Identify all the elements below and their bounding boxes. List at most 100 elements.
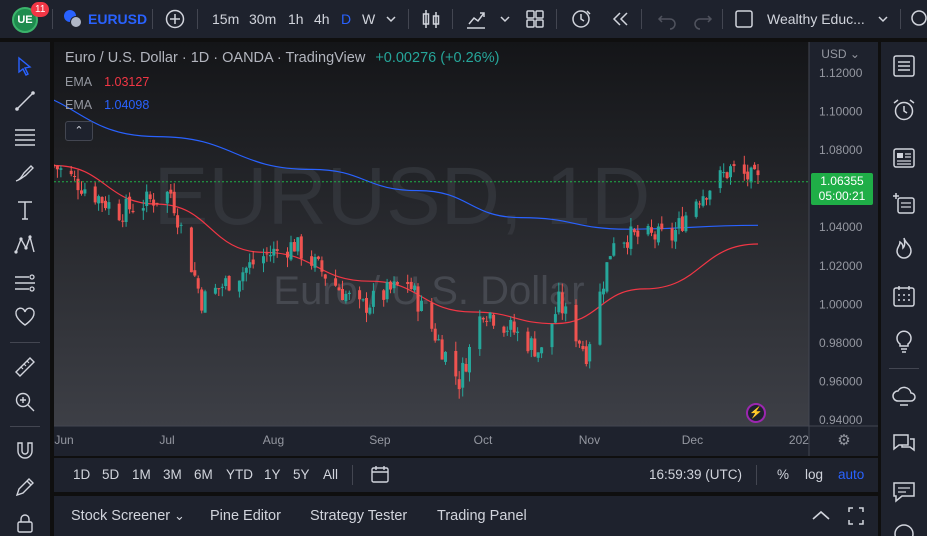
ema-legend-fast[interactable]: EMA 1.03127 <box>65 75 149 89</box>
lock-drawing-pencil-icon[interactable] <box>12 474 38 500</box>
candle-body <box>165 191 169 204</box>
price-tick-label: 1.02000 <box>819 259 863 273</box>
symbol-search-button[interactable]: EURUSD <box>88 11 148 27</box>
layout-dropdown-chevron-icon[interactable] <box>870 0 896 38</box>
candle-body <box>200 289 204 311</box>
toolbar-divider <box>10 426 40 427</box>
timeframe-dropdown-chevron-icon[interactable] <box>378 0 404 38</box>
messages-icon[interactable] <box>890 477 918 505</box>
timeframe-d[interactable]: D <box>341 11 352 27</box>
range-1d[interactable]: 1D <box>73 467 91 482</box>
search-icon[interactable] <box>907 0 927 38</box>
legend-collapse-button[interactable]: ⌃ <box>65 121 93 141</box>
range-1y[interactable]: 1Y <box>264 467 281 482</box>
candle-body <box>632 229 636 233</box>
help-icon[interactable] <box>890 520 918 536</box>
stock-screener-chevron-icon[interactable]: ⌄ <box>174 508 185 523</box>
candle-body <box>334 278 338 286</box>
tab-strategy-tester[interactable]: Strategy Tester <box>310 508 408 524</box>
templates-grid-icon[interactable] <box>522 0 548 38</box>
chart-pane[interactable]: EURUSD, 1D Euro / U.S. Dollar 1.12000 1.1… <box>54 42 878 456</box>
indicators-dropdown-chevron-icon[interactable] <box>492 0 518 38</box>
redo-icon[interactable] <box>690 0 716 38</box>
candle-body <box>337 287 341 291</box>
tab-trading-panel[interactable]: Trading Panel <box>437 508 527 524</box>
range-ytd[interactable]: YTD <box>226 467 253 482</box>
currency-selector[interactable]: USD ⌄ <box>821 47 860 61</box>
timeframe-30m[interactable]: 30m <box>249 11 277 27</box>
log-scale-toggle[interactable]: log <box>805 467 824 482</box>
lock-icon[interactable] <box>12 510 38 536</box>
go-to-date-calendar-icon[interactable] <box>370 458 392 492</box>
zoom-in-icon[interactable] <box>12 389 38 415</box>
toolbar-divider <box>641 9 642 29</box>
candle-body <box>492 314 496 326</box>
range-1m[interactable]: 1M <box>132 467 151 482</box>
range-5d[interactable]: 5D <box>102 467 120 482</box>
watchlist-icon[interactable] <box>890 52 918 80</box>
utc-clock[interactable]: 16:59:39 (UTC) <box>649 467 743 482</box>
alarm-clock-icon[interactable] <box>890 96 918 124</box>
percent-scale-toggle[interactable]: % <box>777 467 790 482</box>
fib-retracement-icon[interactable] <box>12 124 38 150</box>
layout-square-icon[interactable] <box>731 0 757 38</box>
ema-lines <box>54 99 759 325</box>
time-tick-label: Jul <box>159 433 174 447</box>
ideas-lightbulb-icon[interactable] <box>890 327 918 355</box>
trend-line-icon[interactable] <box>12 88 38 114</box>
candle-body <box>722 172 726 174</box>
timeframe-1h[interactable]: 1h <box>288 11 304 27</box>
toolbar-divider <box>889 368 919 369</box>
layout-name-button[interactable]: Wealthy Educ... <box>767 11 865 27</box>
tab-stock-screener[interactable]: Stock Screener <box>71 508 171 524</box>
candle-body <box>76 178 80 191</box>
add-to-list-icon[interactable] <box>890 189 918 217</box>
timeframe-15m[interactable]: 15m <box>212 11 240 27</box>
timeframe-4h[interactable]: 4h <box>314 11 330 27</box>
heart-favorites-icon[interactable] <box>12 304 38 330</box>
brush-icon[interactable] <box>12 160 38 186</box>
candles <box>54 155 760 399</box>
streams-cloud-icon[interactable] <box>890 381 918 409</box>
lightning-bolt-icon[interactable]: ⚡ <box>746 403 766 423</box>
range-3m[interactable]: 3M <box>163 467 182 482</box>
maximize-panel-icon[interactable] <box>845 496 867 536</box>
undo-icon[interactable] <box>654 0 680 38</box>
candle-body <box>145 191 149 206</box>
candle-body <box>564 306 568 314</box>
news-icon[interactable] <box>890 144 918 172</box>
chats-icon[interactable] <box>890 429 918 457</box>
range-5y[interactable]: 5Y <box>293 467 310 482</box>
alert-clock-icon[interactable] <box>568 0 594 38</box>
candle-body <box>227 276 231 291</box>
timeframe-w[interactable]: W <box>362 11 376 27</box>
candle-body <box>107 202 111 209</box>
range-6m[interactable]: 6M <box>194 467 213 482</box>
cursor-arrow-icon[interactable] <box>12 53 38 79</box>
ema-fast-line <box>54 164 759 325</box>
text-tool-icon[interactable] <box>12 197 38 223</box>
candle-body <box>718 170 722 189</box>
range-all[interactable]: All <box>323 467 339 482</box>
candles-chart-type-icon[interactable] <box>418 0 444 38</box>
chart-legend[interactable]: Euro / U.S. Dollar · 1D · OANDA · Tradin… <box>65 50 499 66</box>
pattern-tool-icon[interactable] <box>12 232 38 258</box>
auto-scale-toggle[interactable]: auto <box>838 467 865 482</box>
calendar-icon[interactable] <box>890 282 918 310</box>
candle-body <box>485 320 489 322</box>
candle-body <box>701 196 705 206</box>
time-tick-label: Sep <box>369 433 391 447</box>
collapse-panel-chevron-icon[interactable] <box>810 496 832 536</box>
indicators-icon[interactable] <box>463 0 489 38</box>
compare-add-symbol-icon[interactable] <box>162 0 188 38</box>
magnet-icon[interactable] <box>12 438 38 464</box>
replay-rewind-icon[interactable] <box>607 0 633 38</box>
prediction-tool-icon[interactable] <box>12 269 38 295</box>
candle-body <box>529 338 533 350</box>
ema-legend-slow[interactable]: EMA 1.04098 <box>65 98 149 112</box>
hotlists-flame-icon[interactable] <box>890 234 918 262</box>
candlestick-chart[interactable]: EURUSD, 1D Euro / U.S. Dollar 1.12000 1.1… <box>54 42 878 456</box>
ruler-measure-icon[interactable] <box>12 354 38 380</box>
chart-settings-gear-icon[interactable]: ⚙ <box>837 432 851 449</box>
tab-pine-editor[interactable]: Pine Editor <box>210 508 281 524</box>
